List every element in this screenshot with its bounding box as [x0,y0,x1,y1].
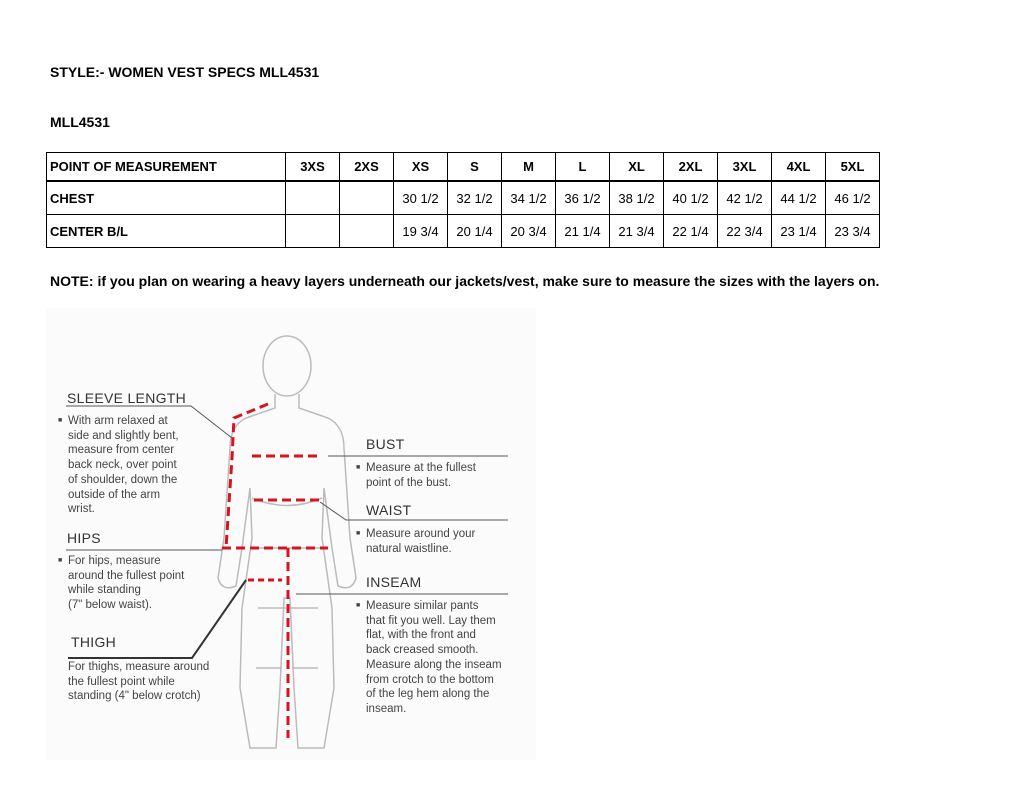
table-row: CHEST 30 1/2 32 1/2 34 1/2 36 1/2 38 1/2 40 1/… [46,180,880,215]
note: NOTE: if you plan on wearing a heavy lay… [50,273,880,289]
header-cell: 5XL [825,152,880,182]
value-cell: 21 1/4 [555,214,610,248]
sleeve-length-title: SLEEVE LENGTH [67,390,187,406]
value-cell [285,180,340,215]
value-cell [285,214,340,248]
header-cell: 3XS [285,152,340,182]
inseam-text: Measure similar pants that fit you well.… [356,599,501,717]
value-cell: 40 1/2 [663,180,718,215]
value-cell: 44 1/2 [771,180,826,215]
value-cell: 34 1/2 [501,180,556,215]
value-cell: 36 1/2 [555,180,610,215]
header-cell: L [555,152,610,182]
waist-title: WAIST [366,502,412,518]
value-cell: 38 1/2 [609,180,664,215]
table-row: CENTER B/L 19 3/4 20 1/4 20 3/4 21 1/4 21 3/4… [46,214,880,248]
body-figure-illustration [66,335,508,749]
value-cell [339,180,394,215]
value-cell: 32 1/2 [447,180,502,215]
header-cell: XL [609,152,664,182]
header-cell: 2XL [663,152,718,182]
header-cell: S [447,152,502,182]
style-code: MLL4531 [50,114,110,130]
header-cell: XS [393,152,448,182]
value-cell: 20 1/4 [447,214,502,248]
table-header-row: POINT OF MEASUREMENT 3XS 2XS XS S M L XL… [46,152,880,182]
value-cell: 19 3/4 [393,214,448,248]
style-title: STYLE:- WOMEN VEST SPECS MLL4531 [50,64,320,80]
waist-text: Measure around your natural waistline. [356,527,475,556]
measurement-guide-figure: SLEEVE LENGTH With arm relaxed at side a… [46,308,536,760]
value-cell: 22 3/4 [717,214,772,248]
value-cell: 42 1/2 [717,180,772,215]
value-cell: 20 3/4 [501,214,556,248]
value-cell: 30 1/2 [393,180,448,215]
header-cell: POINT OF MEASUREMENT [46,152,286,182]
inseam-title: INSEAM [366,574,422,590]
bust-title: BUST [366,436,405,452]
thigh-text: For thighs, measure around the fullest p… [68,661,210,703]
header-cell: 4XL [771,152,826,182]
header-cell: 3XL [717,152,772,182]
bust-text: Measure at the fullest point of the bust… [356,461,476,490]
row-label-cell: CENTER B/L [46,214,286,248]
size-spec-table: POINT OF MEASUREMENT 3XS 2XS XS S M L XL… [46,152,880,248]
sleeve-length-text: With arm relaxed at side and slightly be… [58,414,179,517]
value-cell [339,214,394,248]
row-label-cell: CHEST [46,180,286,215]
value-cell: 23 1/4 [771,214,826,248]
value-cell: 23 3/4 [825,214,880,248]
hips-title: HIPS [67,530,101,546]
value-cell: 22 1/4 [663,214,718,248]
thigh-title: THIGH [71,634,117,650]
value-cell: 46 1/2 [825,180,880,215]
hips-text: For hips, measure around the fullest poi… [58,554,184,613]
value-cell: 21 3/4 [609,214,664,248]
header-cell: M [501,152,556,182]
header-cell: 2XS [339,152,394,182]
